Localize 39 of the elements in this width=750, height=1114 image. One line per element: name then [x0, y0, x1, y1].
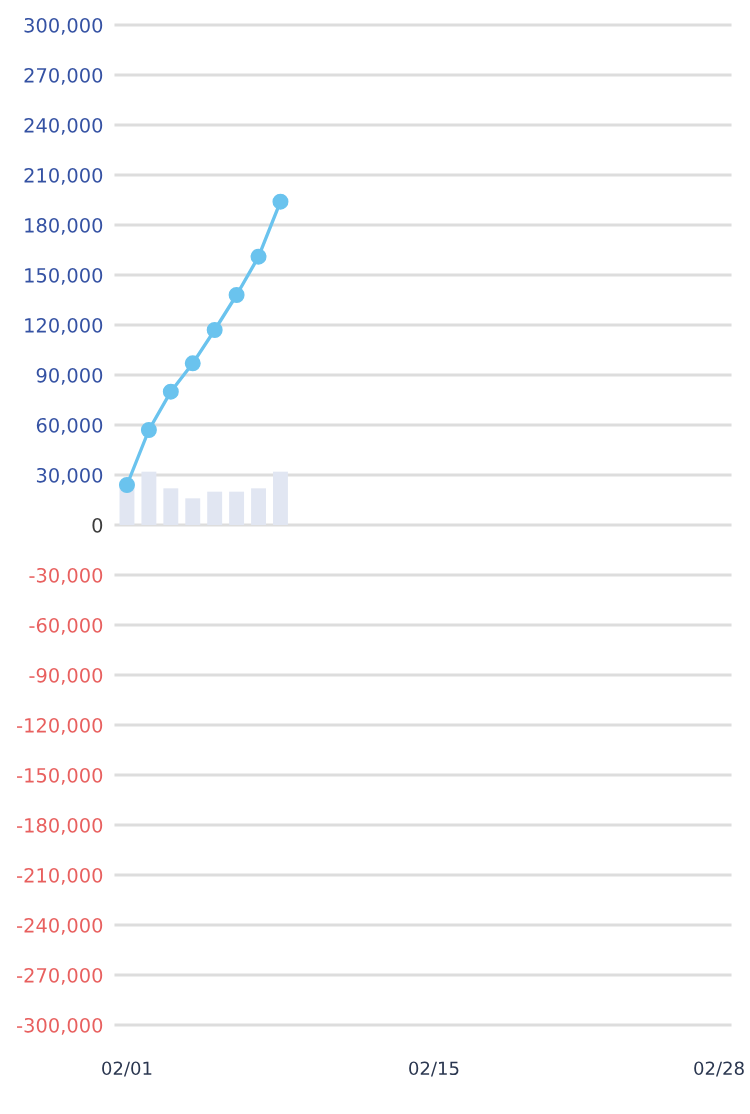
x-tick-label: 02/28 [694, 1061, 744, 1077]
y-tick-label: -270,000 [17, 967, 103, 985]
y-tick-label: 150,000 [25, 267, 103, 285]
y-tick-label: 90,000 [36, 367, 103, 385]
y-tick-label: 0 [92, 517, 103, 533]
y-tick-label: -150,000 [17, 767, 103, 785]
y-tick-label: 240,000 [24, 117, 103, 135]
y-tick-label: -300,000 [17, 1017, 103, 1035]
y-tick-label: 30,000 [36, 467, 103, 485]
y-tick-label: 300,000 [24, 17, 103, 35]
point [206, 322, 223, 338]
x-tick-label: 02/01 [102, 1061, 152, 1077]
point [184, 355, 201, 372]
point [162, 383, 179, 400]
bar [273, 471, 288, 525]
bar [207, 491, 223, 525]
point [250, 248, 267, 265]
y-tick-label: -210,000 [17, 867, 103, 885]
y-tick-label: 180,000 [25, 217, 103, 235]
point [140, 422, 157, 438]
y-tick-label: 270,000 [24, 67, 103, 85]
y-tick-label: -240,000 [17, 917, 103, 935]
y-tick-label: 60,000 [36, 417, 103, 435]
bar [251, 488, 266, 525]
y-tick-label: -90,000 [29, 667, 103, 685]
bar [163, 488, 179, 525]
bar [229, 491, 245, 525]
y-tick-label: 120,000 [25, 317, 103, 335]
y-tick-label: -30,000 [29, 567, 103, 585]
y-tick-label: -60,000 [29, 617, 103, 635]
y-tick-label: -180,000 [17, 817, 103, 835]
point [228, 287, 245, 303]
x-tick-label: 02/15 [409, 1061, 459, 1077]
point [272, 193, 289, 210]
y-tick-label: 210,000 [24, 167, 103, 185]
bar [141, 471, 157, 525]
bar [185, 498, 201, 525]
point [118, 477, 135, 493]
y-tick-label: -120,000 [17, 717, 103, 735]
